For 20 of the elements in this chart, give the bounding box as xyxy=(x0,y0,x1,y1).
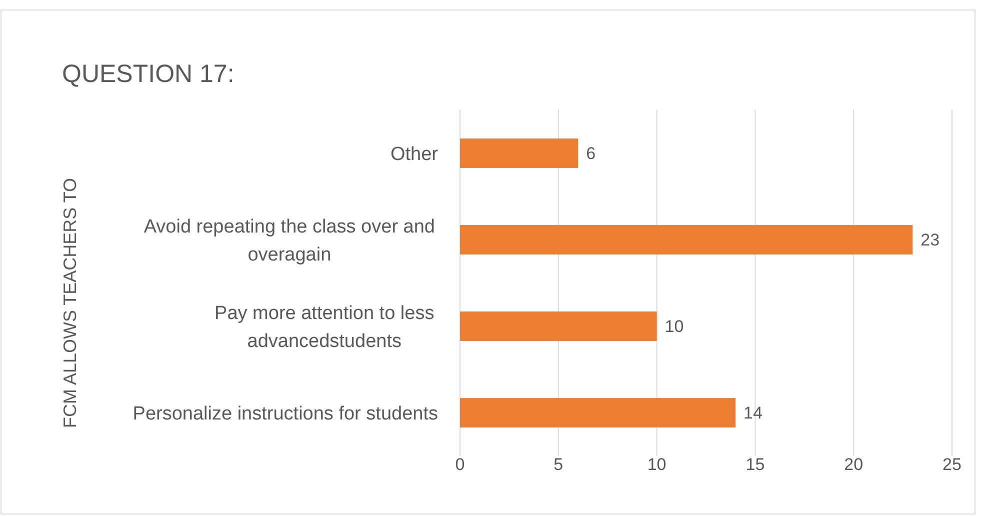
x-tick-label: 25 xyxy=(942,455,962,474)
bar xyxy=(460,225,913,254)
x-tick-label: 15 xyxy=(746,455,765,474)
x-tick-label: 0 xyxy=(455,455,465,474)
y-tick-label: Personalize instructions for students xyxy=(132,403,438,424)
text: QUESTION 17: xyxy=(62,60,234,88)
y-axis-title: FCM ALLOWS TEACHERS TO xyxy=(60,178,80,428)
data-label: 23 xyxy=(920,230,940,250)
y-tick-label: Other xyxy=(390,144,439,165)
y-tick-label: Avoid repeating the class over and overagain xyxy=(144,216,436,266)
x-tick-label: 5 xyxy=(554,455,564,474)
x-tick-label: 20 xyxy=(844,455,864,474)
bar xyxy=(460,312,657,341)
data-label: 10 xyxy=(664,317,684,336)
bar xyxy=(460,398,736,428)
data-label: 6 xyxy=(586,144,596,164)
data-label: 14 xyxy=(744,404,762,423)
x-tick-label: 10 xyxy=(647,455,666,474)
y-tick-label: Pay more attention to less advancedstudents xyxy=(214,302,434,352)
bar xyxy=(460,138,578,168)
